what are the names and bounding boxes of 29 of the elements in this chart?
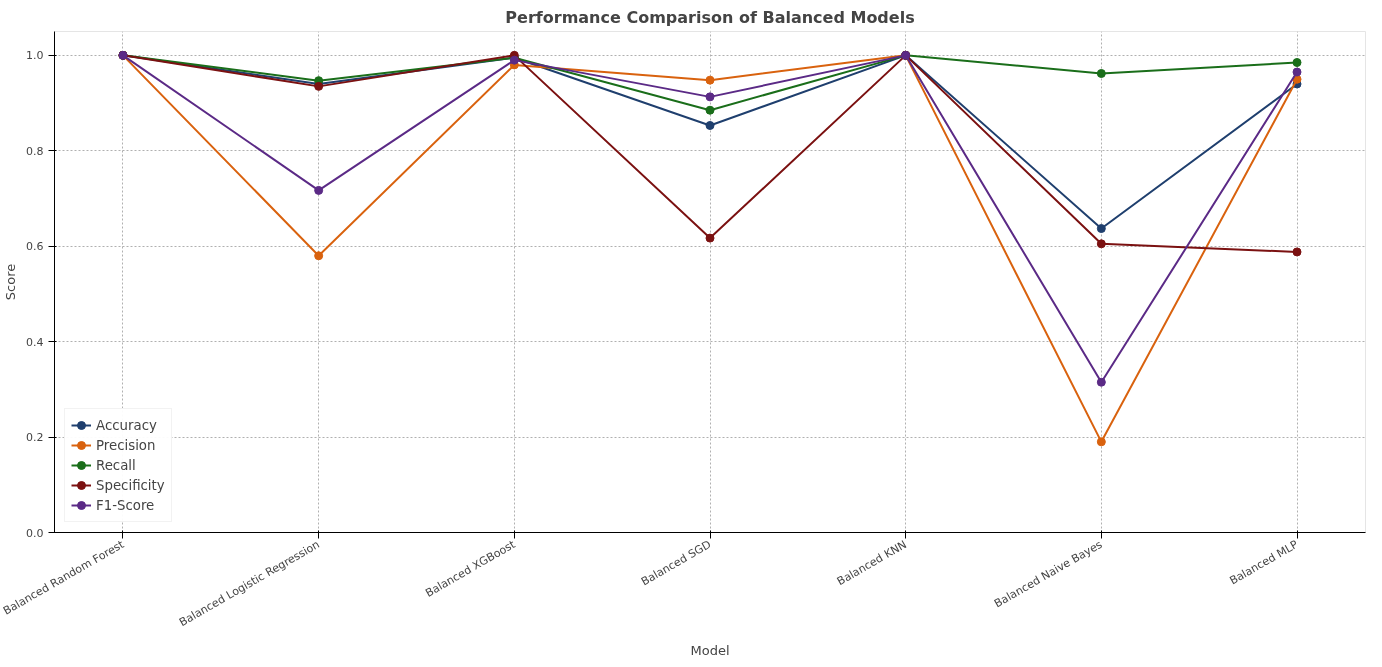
point bbox=[1096, 69, 1106, 78]
point bbox=[1096, 224, 1106, 234]
legend-label: Precision bbox=[96, 437, 156, 453]
y-tick-label: 0.8 bbox=[26, 144, 44, 158]
point bbox=[705, 121, 715, 130]
y-axis-title: Score bbox=[3, 263, 19, 301]
point bbox=[1292, 58, 1302, 68]
point bbox=[705, 233, 715, 243]
legend-label: F1-Score bbox=[96, 497, 155, 513]
legend-label: Accuracy bbox=[96, 417, 157, 433]
y-tick-label: 1.0 bbox=[26, 49, 44, 63]
point bbox=[1292, 247, 1302, 257]
point bbox=[705, 75, 715, 85]
point bbox=[705, 92, 715, 102]
point bbox=[705, 105, 715, 115]
y-tick-label: 0.4 bbox=[26, 335, 44, 349]
x-axis-title: Model bbox=[690, 642, 730, 658]
y-tick-label: 0.0 bbox=[26, 526, 44, 540]
y-tick-label: 0.6 bbox=[26, 240, 44, 254]
point bbox=[1096, 437, 1106, 447]
chart-title: Performance Comparison of Balanced Models bbox=[505, 7, 915, 27]
point bbox=[1292, 67, 1302, 77]
legend-label: Recall bbox=[96, 457, 136, 473]
point bbox=[1096, 239, 1106, 249]
point bbox=[314, 185, 324, 195]
point bbox=[1096, 377, 1106, 387]
legend-label: Specificity bbox=[96, 477, 165, 493]
y-tick-label: 0.2 bbox=[26, 431, 44, 445]
point bbox=[314, 251, 324, 261]
